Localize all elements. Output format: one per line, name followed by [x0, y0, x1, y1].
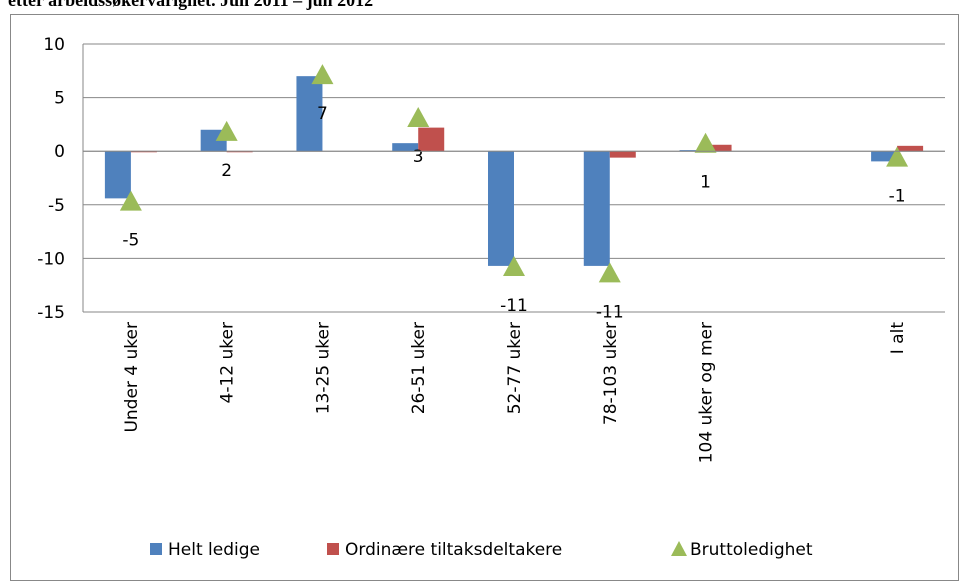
data-label: -11 [596, 302, 624, 322]
bar [226, 151, 253, 153]
y-tick-label: 0 [54, 142, 65, 162]
marker [215, 120, 238, 141]
legend-swatch [671, 541, 687, 556]
y-tick-label: 10 [43, 35, 65, 55]
data-label: -1 [889, 187, 906, 207]
x-tick-label: 26-51 uker [409, 322, 429, 414]
marker [119, 190, 142, 211]
chart-title: etter arbeidssøkervarighet. Juli 2011 – … [8, 0, 373, 10]
x-tick-label: Under 4 uker [122, 322, 142, 433]
bar [130, 151, 157, 153]
y-tick-label: -5 [48, 196, 65, 216]
chart-border [10, 14, 959, 581]
marker [694, 132, 717, 153]
marker [407, 106, 430, 127]
bar [488, 151, 514, 266]
marker [886, 146, 909, 167]
marker [598, 262, 621, 283]
bar [104, 151, 131, 199]
data-label: 1 [700, 173, 711, 193]
bar [418, 127, 445, 152]
x-tick-label: 52-77 uker [505, 322, 525, 414]
bar [296, 76, 323, 152]
x-tick-label: I alt [888, 322, 908, 355]
data-label: -11 [500, 296, 528, 316]
bar [871, 151, 898, 162]
data-label: 3 [413, 147, 424, 167]
bar [897, 145, 924, 152]
y-tick-label: 5 [54, 89, 65, 109]
data-label: 7 [317, 104, 328, 124]
marker [311, 64, 334, 85]
legend-label: Bruttoledighet [690, 540, 813, 560]
data-label: -5 [122, 231, 139, 251]
y-tick-label: -10 [37, 249, 65, 269]
x-tick-label: 78-103 uker [601, 322, 621, 425]
y-tick-label: -15 [37, 303, 65, 323]
bar [583, 151, 610, 266]
bar [392, 143, 419, 152]
legend-swatch [327, 543, 339, 555]
data-label: 2 [221, 161, 232, 181]
bar [705, 144, 732, 152]
x-tick-label: 104 uker og mer [697, 322, 717, 463]
bar [679, 150, 706, 152]
x-tick-label: 13-25 uker [313, 322, 333, 414]
bar [609, 151, 636, 158]
marker [503, 255, 525, 276]
legend-label: Helt ledige [168, 540, 260, 560]
legend-label: Ordinære tiltaksdeltakere [345, 540, 562, 560]
x-tick-label: 4-12 uker [218, 322, 238, 403]
legend-swatch [150, 543, 162, 555]
